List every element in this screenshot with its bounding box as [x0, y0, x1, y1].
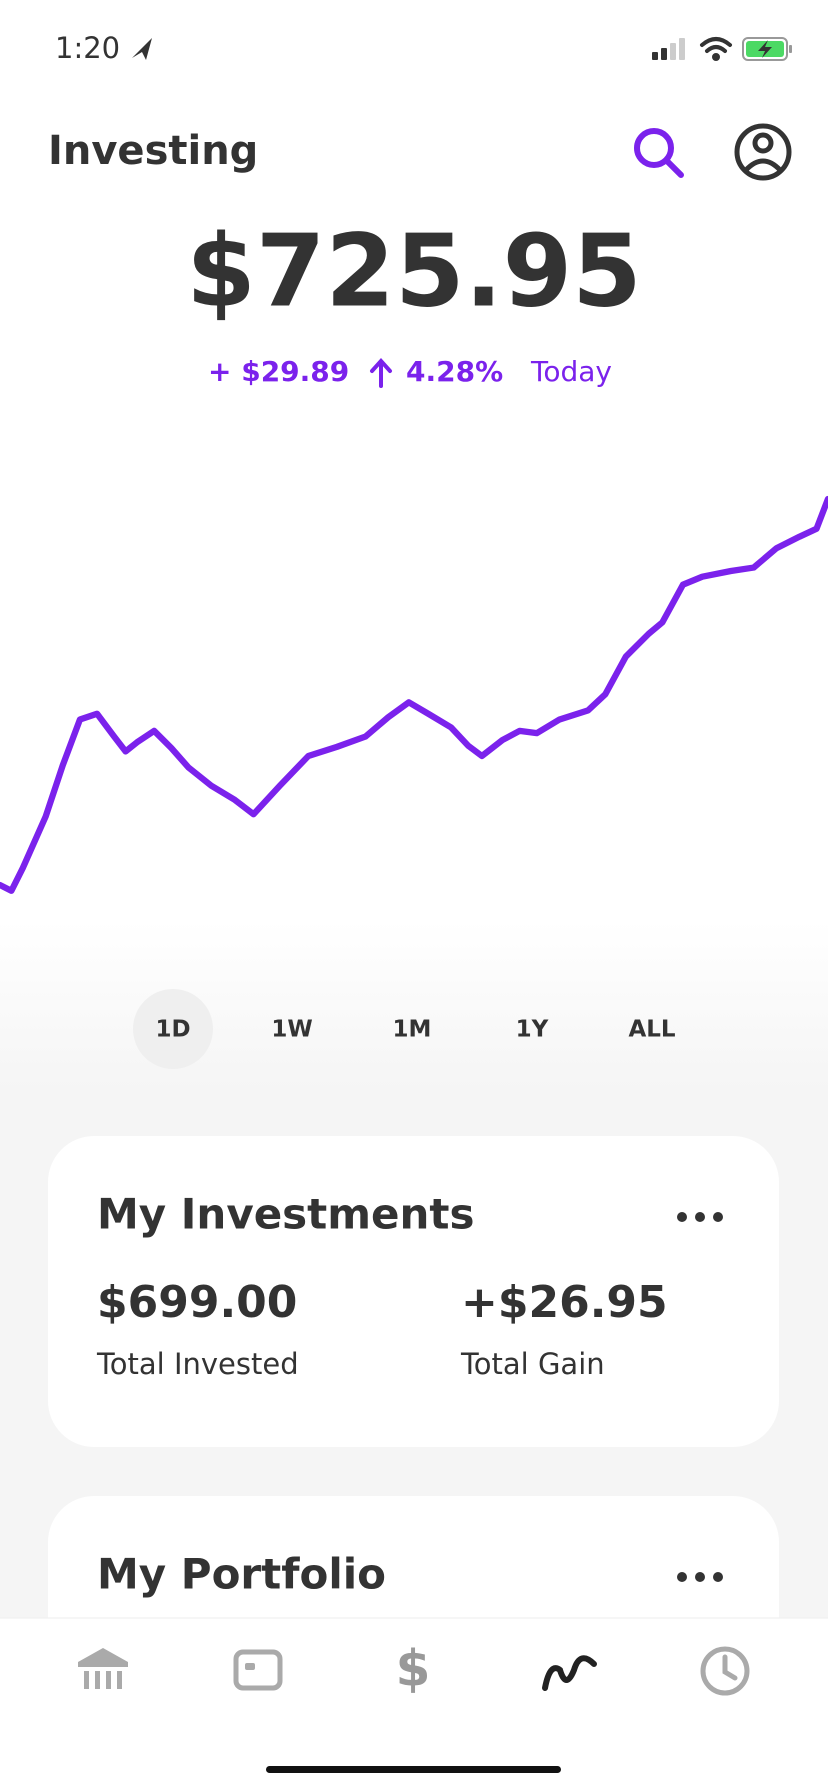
range-selector: 1D 1W 1M 1Y ALL: [155, 1017, 675, 1043]
more-button[interactable]: [677, 1212, 723, 1222]
signal-icon: [652, 38, 685, 60]
location-icon: [132, 38, 152, 60]
profile-button[interactable]: [734, 123, 792, 181]
range-option[interactable]: 1Y: [516, 1017, 549, 1043]
range-selected: [133, 989, 213, 1069]
battery-icon: [742, 37, 792, 61]
balance-percent: 4.28%: [406, 355, 503, 388]
balance-change: + $29.89: [208, 355, 349, 388]
tab-investing[interactable]: [542, 1655, 597, 1691]
investments-card: [48, 1136, 779, 1447]
tab-bar: [0, 1618, 828, 1792]
up-arrow-icon: [370, 358, 392, 388]
tab-pay[interactable]: $: [396, 1640, 431, 1698]
background: [0, 0, 828, 920]
range-option[interactable]: 1M: [393, 1017, 432, 1043]
stat-value: $699.00: [97, 1277, 297, 1328]
page-title: Investing: [48, 128, 258, 174]
balance-period: Today: [530, 355, 612, 388]
performance-line: [0, 495, 828, 894]
stat-label: Total Invested: [96, 1347, 299, 1381]
card-title: My Investments: [97, 1190, 475, 1239]
status-time: 1:20: [55, 31, 120, 65]
card-title: My Portfolio: [97, 1550, 386, 1599]
background-fade: [0, 920, 828, 1090]
balance-amount: $725.95: [186, 212, 641, 329]
stat-value: +$26.95: [461, 1277, 668, 1328]
tab-banking[interactable]: [78, 1648, 128, 1689]
wifi-icon: [700, 37, 732, 61]
stat-label: Total Gain: [460, 1347, 605, 1381]
range-option[interactable]: 1D: [155, 1017, 190, 1043]
range-option[interactable]: ALL: [628, 1017, 675, 1043]
tab-card[interactable]: [233, 1649, 283, 1691]
search-button[interactable]: [634, 128, 684, 178]
more-button[interactable]: [677, 1572, 723, 1582]
range-option[interactable]: 1W: [271, 1017, 312, 1043]
tab-activity[interactable]: [700, 1646, 750, 1696]
home-indicator: [266, 1766, 561, 1773]
